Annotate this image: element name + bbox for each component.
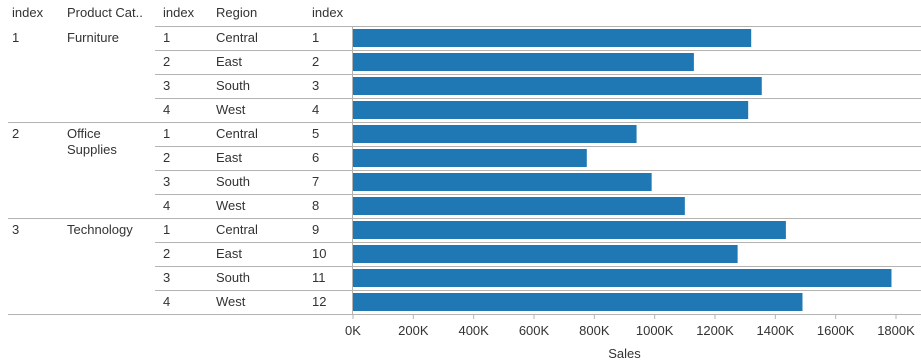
x-tick-label: 1600K [817, 323, 855, 338]
row-index: 11 [312, 270, 326, 285]
region-index: 2 [163, 150, 170, 165]
x-tick-label: 1200K [696, 323, 734, 338]
region-index: 4 [163, 294, 170, 309]
x-tick-label: 400K [458, 323, 489, 338]
region-label: South [216, 78, 250, 93]
category-index: 2 [12, 126, 19, 141]
region-label: East [216, 150, 242, 165]
region-label: West [216, 102, 246, 117]
row-index: 3 [312, 78, 319, 93]
region-index: 1 [163, 30, 170, 45]
row-index: 12 [312, 294, 326, 309]
row-index: 9 [312, 222, 319, 237]
region-index: 3 [163, 174, 170, 189]
region-index: 1 [163, 126, 170, 141]
region-index: 2 [163, 54, 170, 69]
sales-bar [353, 125, 637, 143]
row-index: 5 [312, 126, 319, 141]
category-label: Technology [67, 222, 133, 237]
sales-bar [353, 245, 738, 263]
region-label: Central [216, 30, 258, 45]
row-index: 8 [312, 198, 319, 213]
region-label: East [216, 54, 242, 69]
row-index: 6 [312, 150, 319, 165]
sales-bar [353, 197, 685, 215]
x-tick-label: 800K [579, 323, 610, 338]
x-tick-label: 200K [398, 323, 429, 338]
sales-bar [353, 221, 786, 239]
category-index: 1 [12, 30, 19, 45]
sales-bar [353, 293, 803, 311]
region-label: West [216, 294, 246, 309]
region-index: 1 [163, 222, 170, 237]
sales-bar [353, 101, 749, 119]
region-index: 3 [163, 270, 170, 285]
header-region-index: index [163, 5, 195, 20]
sales-bar [353, 77, 762, 95]
sales-bar [353, 53, 694, 71]
header-row-index: index [312, 5, 344, 20]
category-index: 3 [12, 222, 19, 237]
region-index: 2 [163, 246, 170, 261]
x-tick-label: 600K [519, 323, 550, 338]
x-axis-title: Sales [608, 346, 641, 360]
row-index: 7 [312, 174, 319, 189]
header-region: Region [216, 5, 257, 20]
region-label: West [216, 198, 246, 213]
category-label: Furniture [67, 30, 119, 45]
region-label: South [216, 270, 250, 285]
region-index: 4 [163, 198, 170, 213]
row-index: 2 [312, 54, 319, 69]
x-tick-label: 1800K [877, 323, 915, 338]
region-label: Central [216, 222, 258, 237]
category-label: Office Supplies [67, 126, 117, 157]
sales-bar [353, 149, 587, 167]
sales-bar [353, 173, 652, 191]
x-tick-label: 1000K [636, 323, 674, 338]
header-category-index: index [12, 5, 44, 20]
region-index: 4 [163, 102, 170, 117]
region-label: Central [216, 126, 258, 141]
sales-bar [353, 269, 892, 287]
x-tick-label: 1400K [757, 323, 795, 338]
region-label: East [216, 246, 242, 261]
row-index: 1 [312, 30, 319, 45]
sales-bar [353, 29, 752, 47]
x-tick-label: 0K [345, 323, 361, 338]
region-index: 3 [163, 78, 170, 93]
region-label: South [216, 174, 250, 189]
row-index: 4 [312, 102, 319, 117]
row-index: 10 [312, 246, 326, 261]
header-product-category: Product Cat.. [67, 5, 143, 20]
